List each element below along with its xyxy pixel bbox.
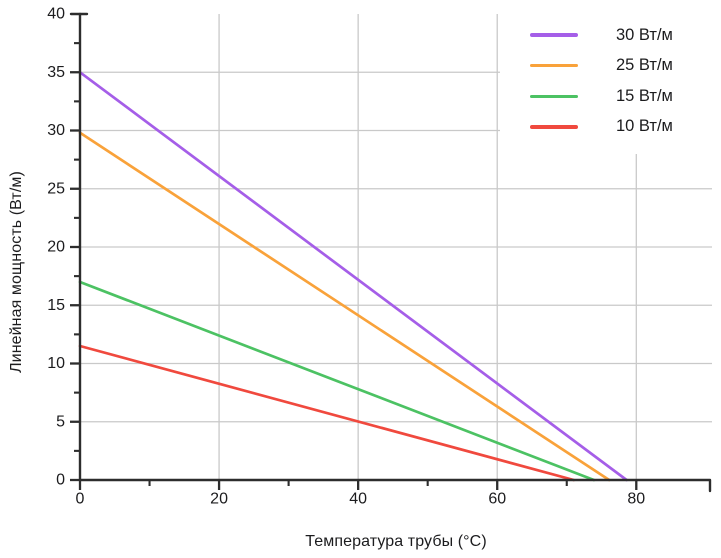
x-tick-label: 80 — [627, 490, 645, 507]
y-tick-label: 30 — [47, 122, 65, 139]
y-tick-label: 20 — [47, 239, 65, 256]
series-line-2 — [78, 131, 611, 482]
y-tick-label: 35 — [47, 64, 65, 81]
x-tick-label: 40 — [349, 490, 367, 507]
legend-label: 15 Вт/м — [616, 86, 673, 105]
y-tick-label: 0 — [56, 472, 65, 489]
legend-swatch — [530, 94, 578, 98]
x-tick-label: 20 — [210, 490, 228, 507]
legend-item: 25 Вт/м — [530, 50, 714, 81]
y-axis-title: Линейная мощность (Вт/м) — [8, 171, 25, 373]
legend-swatch — [530, 125, 578, 129]
legend-label: 30 Вт/м — [616, 25, 673, 44]
legend-label: 10 Вт/м — [616, 117, 673, 136]
y-tick-label: 25 — [47, 180, 65, 197]
x-tick-label: 0 — [76, 490, 85, 507]
y-tick-label: 15 — [47, 297, 65, 314]
legend: 30 Вт/м 25 Вт/м 15 Вт/м 10 Вт/м — [500, 8, 714, 154]
legend-label: 25 Вт/м — [616, 56, 673, 75]
legend-swatch — [530, 33, 578, 37]
x-axis-title: Температура трубы (°C) — [305, 533, 487, 550]
x-tick-label: 60 — [488, 490, 506, 507]
series-line-3 — [78, 280, 596, 482]
series-line-4 — [78, 344, 576, 482]
y-tick-label: 40 — [47, 6, 65, 23]
series-line-1 — [78, 70, 628, 482]
y-tick-label: 5 — [56, 413, 65, 430]
legend-item: 30 Вт/м — [530, 20, 714, 51]
legend-item: 15 Вт/м — [530, 81, 714, 112]
y-tick-label: 10 — [47, 355, 65, 372]
legend-item: 10 Вт/м — [530, 112, 714, 143]
legend-swatch — [530, 64, 578, 68]
